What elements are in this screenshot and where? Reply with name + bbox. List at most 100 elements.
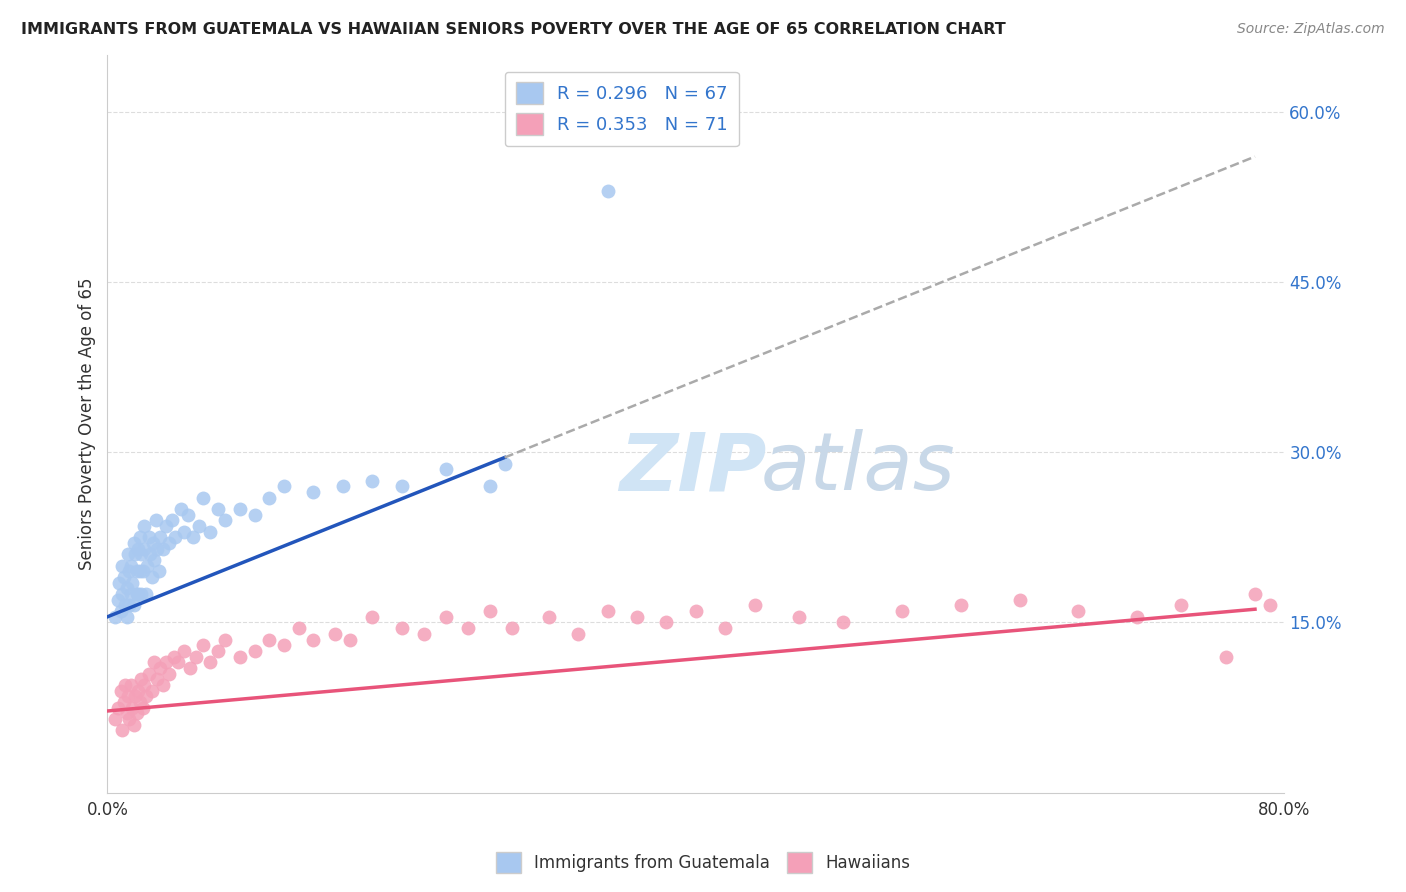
Point xyxy=(136,558,159,573)
Point xyxy=(1126,609,1149,624)
Point xyxy=(273,479,295,493)
Point xyxy=(110,683,132,698)
Point xyxy=(714,621,737,635)
Point xyxy=(121,575,143,590)
Point xyxy=(287,621,309,635)
Point xyxy=(214,632,236,647)
Point xyxy=(128,530,150,544)
Point xyxy=(1258,599,1281,613)
Point xyxy=(146,672,169,686)
Point xyxy=(127,683,149,698)
Point xyxy=(107,700,129,714)
Point xyxy=(200,524,222,539)
Point xyxy=(127,541,149,556)
Point xyxy=(434,462,457,476)
Y-axis label: Seniors Poverty Over the Age of 65: Seniors Poverty Over the Age of 65 xyxy=(79,277,96,570)
Point xyxy=(114,678,136,692)
Point xyxy=(149,530,172,544)
Point xyxy=(434,609,457,624)
Point xyxy=(361,609,384,624)
Point xyxy=(115,706,138,721)
Point xyxy=(1170,599,1192,613)
Point xyxy=(191,638,214,652)
Point xyxy=(146,541,169,556)
Point xyxy=(122,717,145,731)
Point xyxy=(157,536,180,550)
Point xyxy=(207,644,229,658)
Text: atlas: atlas xyxy=(761,429,956,508)
Point xyxy=(145,513,167,527)
Point xyxy=(207,502,229,516)
Legend: R = 0.296   N = 67, R = 0.353   N = 71: R = 0.296 N = 67, R = 0.353 N = 71 xyxy=(505,71,738,146)
Point xyxy=(596,184,619,198)
Point xyxy=(134,678,156,692)
Point xyxy=(118,599,141,613)
Point xyxy=(138,530,160,544)
Point xyxy=(138,666,160,681)
Point xyxy=(181,530,204,544)
Point xyxy=(744,599,766,613)
Point xyxy=(128,695,150,709)
Point xyxy=(685,604,707,618)
Point xyxy=(457,621,479,635)
Point xyxy=(104,712,127,726)
Point xyxy=(187,519,209,533)
Point xyxy=(949,599,972,613)
Point xyxy=(117,548,139,562)
Point xyxy=(167,655,190,669)
Point xyxy=(148,565,170,579)
Point xyxy=(1244,587,1267,601)
Point xyxy=(179,661,201,675)
Point xyxy=(139,548,162,562)
Point xyxy=(200,655,222,669)
Point xyxy=(118,565,141,579)
Point xyxy=(111,587,134,601)
Point xyxy=(120,587,142,601)
Point xyxy=(110,604,132,618)
Point xyxy=(332,479,354,493)
Point xyxy=(243,644,266,658)
Point xyxy=(325,627,347,641)
Point xyxy=(112,695,135,709)
Point xyxy=(1215,649,1237,664)
Point xyxy=(104,609,127,624)
Text: ZIP: ZIP xyxy=(620,429,766,508)
Point xyxy=(1067,604,1090,618)
Point xyxy=(177,508,200,522)
Legend: Immigrants from Guatemala, Hawaiians: Immigrants from Guatemala, Hawaiians xyxy=(489,846,917,880)
Point xyxy=(141,683,163,698)
Point xyxy=(173,644,195,658)
Point xyxy=(361,474,384,488)
Point xyxy=(596,604,619,618)
Point xyxy=(162,649,184,664)
Point xyxy=(626,609,648,624)
Point xyxy=(125,565,148,579)
Point xyxy=(142,536,165,550)
Point xyxy=(655,615,678,630)
Point xyxy=(257,632,280,647)
Point xyxy=(537,609,560,624)
Point xyxy=(111,723,134,738)
Point xyxy=(478,479,501,493)
Point xyxy=(127,587,149,601)
Point xyxy=(152,541,174,556)
Point xyxy=(117,690,139,704)
Point xyxy=(149,661,172,675)
Point xyxy=(115,582,138,596)
Point xyxy=(155,655,177,669)
Point xyxy=(131,700,153,714)
Point xyxy=(125,587,148,601)
Point xyxy=(155,519,177,533)
Point xyxy=(143,553,166,567)
Point xyxy=(141,570,163,584)
Point xyxy=(120,558,142,573)
Point xyxy=(229,502,252,516)
Point xyxy=(152,678,174,692)
Point xyxy=(243,508,266,522)
Point xyxy=(134,519,156,533)
Point xyxy=(501,621,523,635)
Point xyxy=(143,655,166,669)
Point xyxy=(257,491,280,505)
Point xyxy=(302,485,325,500)
Point xyxy=(111,558,134,573)
